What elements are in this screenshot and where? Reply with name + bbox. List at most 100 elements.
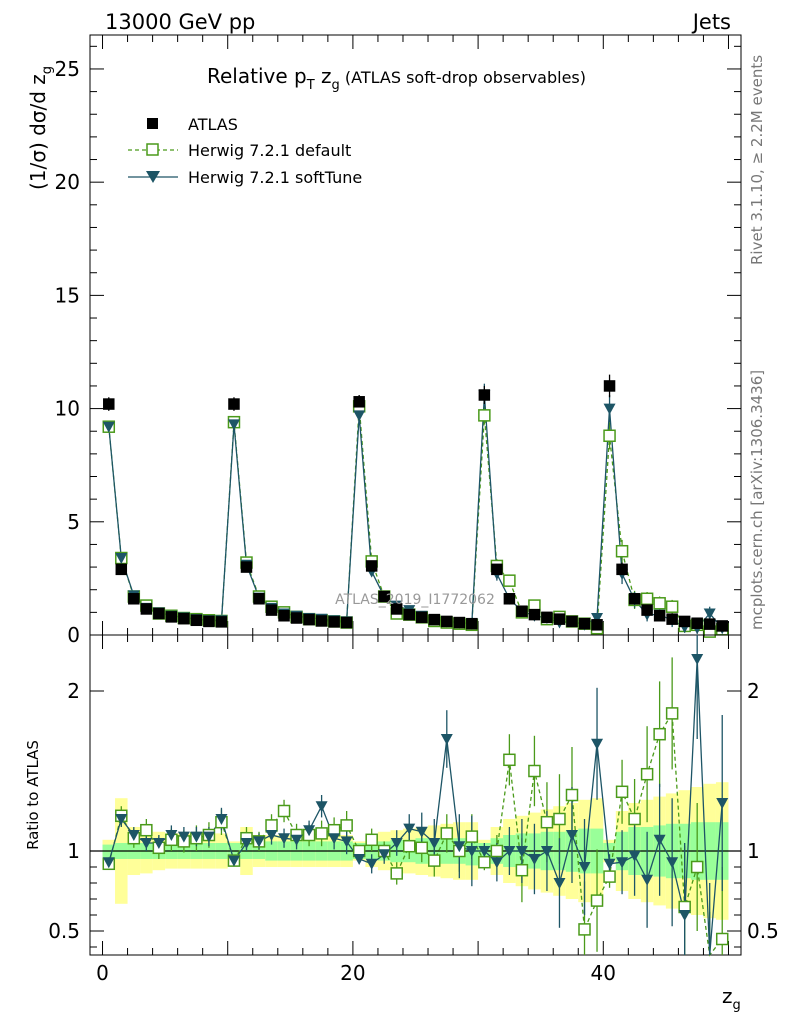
atlas-point bbox=[678, 615, 691, 628]
ratio-default-point bbox=[515, 863, 529, 877]
ratio-soft-point bbox=[653, 834, 666, 846]
ratio-default-point bbox=[665, 707, 679, 720]
ratio-soft-point bbox=[290, 834, 303, 846]
herwig-soft-point bbox=[703, 608, 716, 620]
legend-marker-default bbox=[146, 143, 159, 156]
ratio-soft-point bbox=[340, 836, 353, 848]
main-ytick-label: 5 bbox=[67, 510, 80, 534]
ratio-default-line bbox=[108, 711, 723, 957]
main-ylabel-sub: g bbox=[40, 66, 55, 74]
ratio-soft-point bbox=[278, 833, 291, 845]
atlas-point bbox=[278, 610, 290, 622]
ratio-soft-point bbox=[265, 830, 278, 841]
ratio-soft-point bbox=[465, 846, 478, 857]
ratio-soft-point bbox=[440, 734, 453, 745]
ratio-panel-series bbox=[102, 635, 729, 957]
ratio-default-point bbox=[628, 812, 641, 826]
atlas-point bbox=[441, 615, 453, 628]
atlas-point bbox=[616, 563, 628, 576]
herwig-default-point bbox=[640, 592, 654, 606]
main-title: Relative pT zg (ATLAS soft-drop observab… bbox=[207, 64, 586, 93]
ratio-soft-point bbox=[303, 825, 316, 837]
ratio-xtick-label: 0 bbox=[96, 961, 109, 985]
atlas-point bbox=[353, 396, 365, 408]
herwig-soft-point bbox=[353, 410, 366, 422]
ratio-ytick-label-right: 1 bbox=[747, 839, 760, 863]
atlas-point bbox=[390, 603, 403, 615]
atlas-point bbox=[528, 608, 541, 621]
ratio-soft-point bbox=[215, 814, 228, 825]
herwig-soft-point bbox=[115, 553, 128, 565]
ratio-panel-axes: 0.5 0.51 12 20 20 40 bbox=[48, 634, 779, 985]
herwig-default-point bbox=[615, 544, 629, 558]
atlas-point bbox=[228, 398, 240, 410]
ratio-default-point bbox=[277, 804, 291, 818]
ratio-soft-point bbox=[503, 846, 516, 857]
ratio-default-point bbox=[503, 753, 516, 767]
ratio-soft-point bbox=[641, 874, 654, 886]
atlas-point bbox=[178, 612, 190, 625]
ratio-default-point bbox=[140, 823, 153, 837]
main-panel-series bbox=[102, 374, 729, 638]
ratio-default-point bbox=[715, 932, 729, 946]
atlas-point bbox=[666, 613, 678, 625]
ratio-soft-point bbox=[177, 831, 190, 843]
atlas-point bbox=[603, 380, 616, 392]
ratio-default-point bbox=[365, 833, 378, 847]
atlas-point bbox=[303, 613, 315, 626]
atlas-point bbox=[128, 593, 140, 605]
ratio-soft-point bbox=[227, 855, 240, 867]
ratio-xlabel-sub: g bbox=[733, 998, 741, 1013]
atlas-point bbox=[165, 611, 178, 623]
herwig-soft-point bbox=[603, 403, 616, 415]
herwig-soft-point bbox=[227, 419, 240, 431]
ratio-soft-point bbox=[253, 836, 266, 848]
ratio-soft-point bbox=[390, 838, 403, 849]
rivet-label: Rivet 3.1.10, ≥ 2.2M events bbox=[748, 55, 766, 265]
atlas-point bbox=[103, 398, 115, 410]
herwig-default-point bbox=[653, 597, 666, 610]
ratio-soft-point bbox=[478, 846, 491, 857]
atlas-point bbox=[566, 615, 578, 628]
ratio-soft-point bbox=[428, 838, 441, 849]
atlas-point bbox=[553, 613, 566, 625]
ratio-default-point bbox=[603, 870, 616, 883]
atlas-point bbox=[703, 618, 716, 630]
ratio-soft-point bbox=[628, 850, 641, 862]
atlas-point bbox=[628, 593, 641, 605]
ratio-soft-point bbox=[127, 830, 140, 841]
main-ylabel: (1/σ) dσ/d zg bbox=[26, 66, 55, 190]
herwig-soft-point bbox=[591, 613, 604, 625]
legend-label-soft: Herwig 7.2.1 softTune bbox=[188, 168, 362, 187]
ratio-default-point bbox=[578, 923, 591, 936]
main-ytick-label: 10 bbox=[55, 397, 80, 421]
ratio-soft-point bbox=[716, 798, 729, 809]
atlas-point bbox=[240, 561, 253, 573]
ratio-soft-point bbox=[678, 910, 691, 921]
atlas-point bbox=[190, 614, 203, 627]
ratio-default-point bbox=[590, 894, 604, 907]
atlas-point bbox=[290, 612, 303, 624]
main-ytick-label: 20 bbox=[55, 170, 80, 194]
ratio-soft-point bbox=[403, 823, 416, 835]
legend: ATLAS Herwig 7.2.1 default Herwig 7.2.1 … bbox=[128, 115, 362, 187]
main-title-sub2: g bbox=[332, 78, 340, 93]
ratio-soft-point bbox=[415, 826, 428, 838]
atlas-point bbox=[203, 615, 215, 628]
atlas-point bbox=[140, 603, 153, 615]
ratio-soft-point bbox=[540, 846, 553, 857]
ratio-soft-point bbox=[240, 838, 253, 849]
ratio-default-point bbox=[428, 854, 441, 867]
atlas-point bbox=[503, 593, 516, 605]
ratio-soft-point bbox=[565, 830, 578, 841]
atlas-point bbox=[453, 616, 466, 629]
ratio-ytick-label: 0.5 bbox=[48, 919, 80, 943]
ratio-soft-point bbox=[528, 854, 541, 865]
ratio-soft-point bbox=[515, 846, 528, 857]
atlas-point bbox=[328, 616, 340, 628]
ratio-soft-point bbox=[365, 858, 378, 870]
process-label: 13000 GeV pp bbox=[105, 10, 255, 34]
atlas-point bbox=[541, 611, 553, 624]
ratio-soft-point bbox=[328, 833, 341, 845]
ratio-panel-bands bbox=[90, 782, 741, 920]
